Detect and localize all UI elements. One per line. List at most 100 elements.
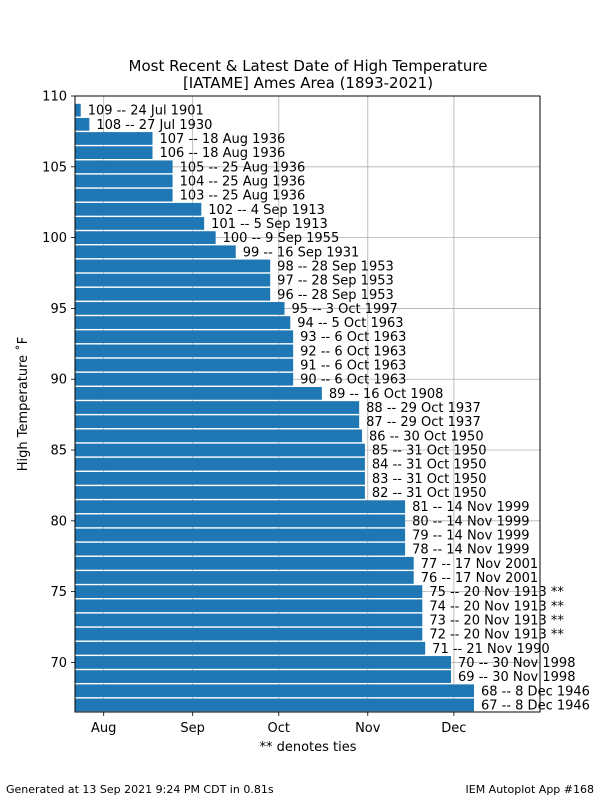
bar — [75, 372, 294, 386]
plot-frame — [74, 95, 541, 713]
bar-label: 74 -- 20 Nov 1913 ** — [429, 599, 564, 614]
y-axis-ticks: 70 75 80 85 90 95 100 105 110 — [42, 90, 75, 671]
bar — [75, 117, 90, 131]
bar-label: 104 -- 25 Aug 1936 — [180, 174, 306, 189]
x-tick-label: Aug — [91, 721, 116, 736]
bar — [75, 273, 271, 287]
bar — [75, 245, 236, 259]
bar — [75, 401, 360, 414]
bar-label: 72 -- 20 Nov 1913 ** — [429, 628, 564, 643]
bar — [75, 415, 360, 429]
bar — [75, 457, 365, 471]
bar — [75, 585, 423, 599]
bar-label: 94 -- 5 Oct 1963 — [297, 316, 403, 331]
y-tick-label: 95 — [50, 302, 67, 317]
bar — [75, 556, 414, 570]
bar-label: 108 -- 27 Jul 1930 — [96, 118, 212, 133]
bar — [75, 103, 81, 117]
bar-label: 75 -- 20 Nov 1913 ** — [429, 585, 564, 600]
bar — [75, 287, 271, 301]
bar — [75, 684, 474, 698]
bar-label: 67 -- 8 Dec 1946 — [481, 698, 590, 713]
bar-label: 71 -- 21 Nov 1990 — [432, 642, 549, 657]
bar — [75, 387, 322, 400]
footer-generated-text: Generated at 13 Sep 2021 9:24 PM CDT in … — [6, 783, 274, 796]
x-tick-label: Dec — [441, 721, 466, 736]
bar-label: 100 -- 9 Sep 1955 — [223, 231, 340, 246]
x-axis-label: ** denotes ties — [259, 740, 356, 755]
bar — [75, 160, 173, 174]
y-tick-label: 75 — [50, 585, 67, 600]
bar-label: 105 -- 25 Aug 1936 — [180, 160, 306, 175]
bar — [75, 174, 173, 188]
bar-label: 89 -- 16 Oct 1908 — [329, 387, 444, 402]
bar-label: 73 -- 20 Nov 1913 ** — [429, 613, 564, 628]
y-tick-label: 90 — [50, 373, 67, 388]
bar-label: 85 -- 31 Oct 1950 — [372, 444, 487, 459]
bar-label: 68 -- 8 Dec 1946 — [481, 684, 590, 699]
bar-label: 92 -- 6 Oct 1963 — [300, 344, 406, 359]
bar — [75, 231, 216, 244]
bar-label: 80 -- 14 Nov 1999 — [412, 514, 529, 529]
bar — [75, 500, 406, 514]
x-axis-ticks: Aug Sep Oct Nov Dec — [91, 712, 466, 736]
bar — [75, 302, 285, 315]
bar-label: 83 -- 31 Oct 1950 — [372, 472, 487, 487]
bar-label: 76 -- 17 Nov 2001 — [421, 571, 538, 586]
bar — [75, 202, 202, 216]
chart-subtitle: [IATAME] Ames Area (1893-2021) — [183, 74, 433, 92]
bar-label: 97 -- 28 Sep 1953 — [277, 274, 394, 289]
y-tick-label: 110 — [42, 90, 67, 105]
bar-label: 106 -- 18 Aug 1936 — [160, 146, 286, 161]
y-tick-label: 100 — [42, 231, 67, 246]
bar — [75, 670, 452, 683]
bar — [75, 641, 426, 655]
bar-label: 93 -- 6 Oct 1963 — [300, 330, 406, 345]
bar — [75, 132, 153, 145]
bar — [75, 656, 452, 669]
bar-label: 86 -- 30 Oct 1950 — [369, 429, 484, 444]
bar-label: 81 -- 14 Nov 1999 — [412, 500, 529, 515]
bar — [75, 528, 406, 542]
bar-label: 103 -- 25 Aug 1936 — [180, 189, 306, 204]
bar — [75, 613, 423, 627]
bar-label: 101 -- 5 Sep 1913 — [211, 217, 328, 232]
bar-label: 84 -- 31 Oct 1950 — [372, 458, 487, 473]
bar-label: 107 -- 18 Aug 1936 — [160, 132, 286, 147]
bar — [75, 344, 294, 358]
bar — [75, 217, 205, 230]
y-axis-label: High Temperature ˚F — [15, 337, 31, 471]
bar — [75, 471, 365, 485]
bar — [75, 514, 406, 528]
footer-app-id: IEM Autoplot App #168 — [465, 783, 595, 796]
bar — [75, 542, 406, 556]
bar-label: 109 -- 24 Jul 1901 — [88, 104, 204, 119]
bar-label: 90 -- 6 Oct 1963 — [300, 373, 406, 388]
bar — [75, 486, 365, 499]
chart: Most Recent & Latest Date of High Temper… — [15, 57, 590, 755]
bar — [75, 599, 423, 613]
bar — [75, 571, 414, 584]
bar — [75, 358, 294, 372]
y-tick-label: 85 — [50, 444, 67, 459]
bar-label: 70 -- 30 Nov 1998 — [458, 656, 575, 671]
bar-label: 78 -- 14 Nov 1999 — [412, 543, 529, 558]
bar — [75, 698, 474, 712]
bar-label: 96 -- 28 Sep 1953 — [277, 288, 394, 303]
bar-label: 77 -- 17 Nov 2001 — [421, 557, 538, 572]
bar — [75, 443, 365, 457]
bar — [75, 330, 294, 344]
y-tick-label: 80 — [50, 514, 67, 529]
x-tick-label: Sep — [180, 721, 205, 736]
bar-label: 99 -- 16 Sep 1931 — [243, 245, 360, 260]
bar-label: 95 -- 3 Oct 1997 — [292, 302, 398, 317]
bar — [75, 146, 153, 160]
y-tick-label: 105 — [42, 160, 67, 175]
bar-label: 88 -- 29 Oct 1937 — [366, 401, 481, 416]
bar — [75, 316, 291, 329]
bar-label: 98 -- 28 Sep 1953 — [277, 259, 394, 274]
bar — [75, 627, 423, 641]
bar — [75, 429, 363, 443]
bar-label: 82 -- 31 Oct 1950 — [372, 486, 487, 501]
